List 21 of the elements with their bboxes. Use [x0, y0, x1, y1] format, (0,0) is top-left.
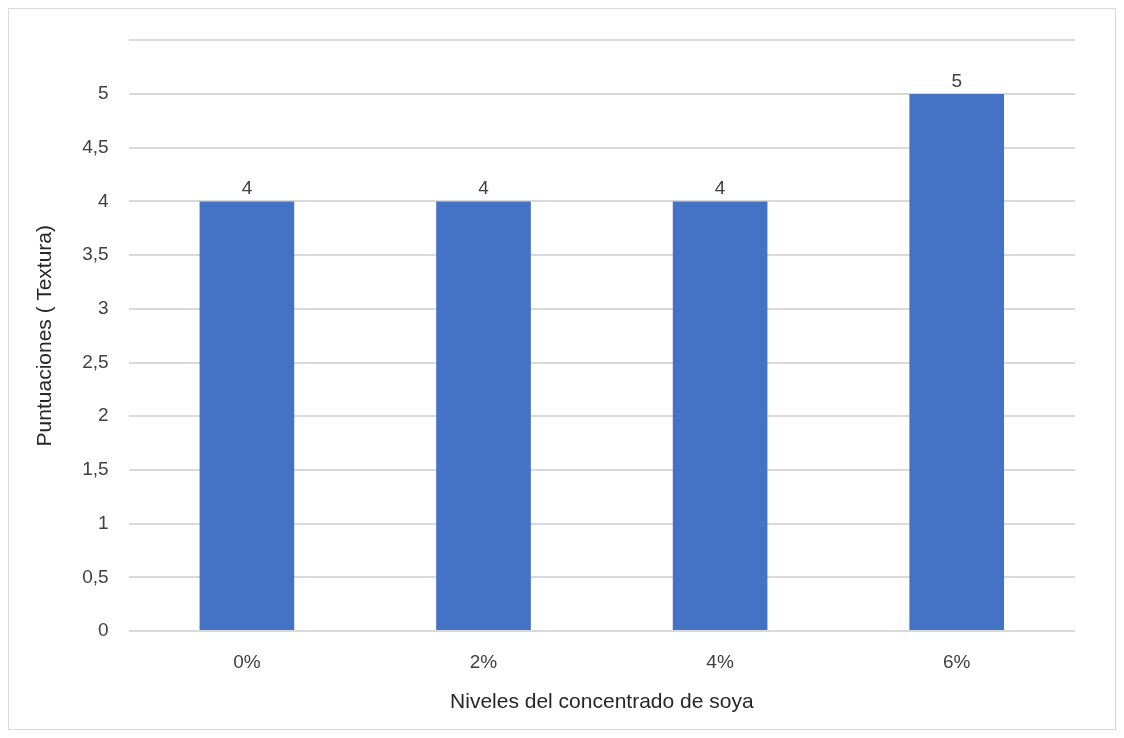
y-tick-label: 1,5 [82, 458, 109, 480]
y-tick-label: 2,5 [82, 350, 109, 372]
y-tick-label: 4 [98, 189, 110, 211]
y-tick-label: 3,5 [82, 243, 109, 265]
x-axis-title: Niveles del concentrado de soya [450, 689, 754, 713]
y-tick-label: 4,5 [82, 136, 109, 158]
y-tick-label: 2 [98, 404, 109, 426]
x-tick-label: 6% [942, 650, 971, 672]
y-axis-title: Puntuaciones ( Textura) [32, 225, 56, 447]
x-tick-label: 0% [233, 650, 261, 672]
data-label: 5 [951, 69, 962, 91]
y-tick-label: 0 [98, 619, 109, 641]
x-tick-label: 2% [469, 650, 498, 672]
x-tick-label: 4% [706, 650, 734, 672]
data-label: 4 [478, 177, 490, 199]
data-label: 4 [714, 177, 726, 199]
y-tick-label: 1 [98, 511, 109, 533]
data-label: 4 [241, 177, 253, 199]
y-tick-label: 3 [98, 297, 109, 319]
y-tick-label: 0,5 [82, 565, 109, 587]
y-tick-label: 5 [98, 82, 109, 104]
